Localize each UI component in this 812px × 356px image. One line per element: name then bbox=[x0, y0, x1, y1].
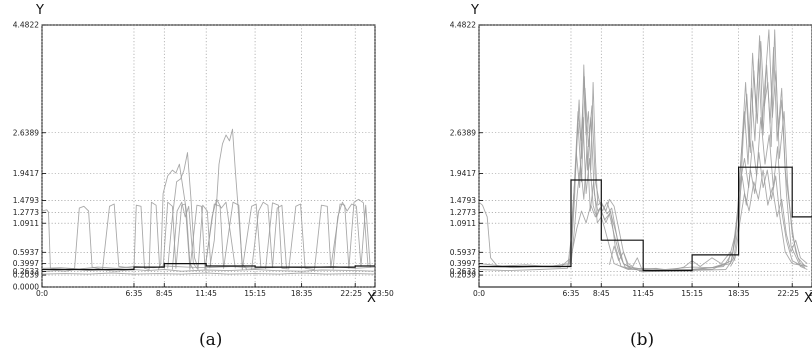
x-tick-label: 0:0 bbox=[36, 289, 48, 298]
background-series-line bbox=[567, 204, 633, 270]
y-tick-label: 0.2039 bbox=[13, 271, 39, 280]
y-tick-label: 0.5937 bbox=[13, 248, 39, 257]
y-tick-label: 0.2633 bbox=[450, 267, 476, 276]
x-axis-letter: X bbox=[804, 291, 812, 306]
y-tick-label: 0.2633 bbox=[13, 267, 39, 276]
step-series-group bbox=[479, 166, 812, 272]
background-series-line bbox=[157, 163, 194, 270]
background-series-line bbox=[251, 201, 287, 270]
y-tick-label: 1.2773 bbox=[450, 208, 476, 217]
y-tick-label: 1.2773 bbox=[13, 208, 39, 217]
background-series-line bbox=[209, 128, 248, 270]
x-tick-label: 8:45 bbox=[156, 289, 173, 298]
y-tick-label: 4.4822 bbox=[450, 21, 476, 30]
panel-caption: (b) bbox=[630, 330, 654, 350]
step-series-group bbox=[42, 263, 375, 271]
x-tick-label: 18:35 bbox=[291, 289, 313, 298]
x-tick-label: 18:35 bbox=[728, 289, 750, 298]
x-tick-label: 22:25 bbox=[777, 289, 799, 298]
step-series-line bbox=[42, 263, 375, 271]
y-tick-label: 1.4793 bbox=[13, 196, 39, 205]
x-tick-label: 8:45 bbox=[593, 289, 610, 298]
y-tick-label: 1.4793 bbox=[450, 196, 476, 205]
background-series-line bbox=[478, 117, 806, 272]
x-tick-label: 15:15 bbox=[244, 289, 266, 298]
grid-lines bbox=[41, 24, 376, 288]
y-tick-label: 0.3997 bbox=[450, 259, 476, 268]
background-series-line bbox=[608, 245, 736, 272]
y-axis-letter: Y bbox=[470, 3, 479, 18]
background-series-line bbox=[167, 152, 199, 269]
y-tick-label: 1.0911 bbox=[450, 219, 476, 228]
x-tick-label: 0:0 bbox=[473, 289, 485, 298]
background-series-line bbox=[730, 169, 808, 267]
y-tick-label: 4.4822 bbox=[13, 21, 39, 30]
y-tick-label: 2.6389 bbox=[450, 128, 476, 137]
background-series-line bbox=[171, 201, 212, 270]
y-tick-label: 0.5937 bbox=[450, 248, 476, 257]
background-series-line bbox=[41, 272, 376, 275]
panel-caption: (a) bbox=[199, 330, 222, 350]
x-tick-label: 23:50 bbox=[809, 289, 812, 298]
y-axis-letter: Y bbox=[35, 3, 44, 18]
x-tick-label: 6:35 bbox=[126, 289, 143, 298]
x-axis-letter: X bbox=[367, 291, 376, 306]
step-series-line bbox=[479, 166, 812, 272]
y-tick-label: 2.6389 bbox=[13, 128, 39, 137]
y-tick-label: 1.9417 bbox=[450, 169, 476, 178]
background-series-line bbox=[265, 198, 369, 270]
x-tick-label: 22:25 bbox=[340, 289, 362, 298]
background-series-line bbox=[478, 29, 806, 272]
x-tick-label: 6:35 bbox=[563, 289, 580, 298]
plot-frame bbox=[41, 24, 376, 288]
background-series-line bbox=[570, 146, 808, 270]
x-tick-label: 11:45 bbox=[632, 289, 654, 298]
y-tick-label: 1.0911 bbox=[13, 219, 39, 228]
y-tick-label: 0.2039 bbox=[450, 271, 476, 280]
x-tick-labels: 0:0 6:35 8:45 11:45 15:15 18:35 22:25 23:50 bbox=[473, 289, 812, 298]
background-series-line bbox=[204, 198, 236, 270]
x-tick-label: 23:50 bbox=[372, 289, 394, 298]
x-tick-label: 15:15 bbox=[681, 289, 703, 298]
y-tick-label: 0.0000 bbox=[13, 283, 39, 292]
x-tick-labels: 0:0 6:35 8:45 11:45 15:15 18:35 22:25 23:50 bbox=[36, 289, 394, 298]
x-tick-label: 11:45 bbox=[195, 289, 217, 298]
y-tick-label: 0.3997 bbox=[13, 259, 39, 268]
y-tick-label: 1.9417 bbox=[13, 169, 39, 178]
background-series-line bbox=[332, 201, 371, 270]
